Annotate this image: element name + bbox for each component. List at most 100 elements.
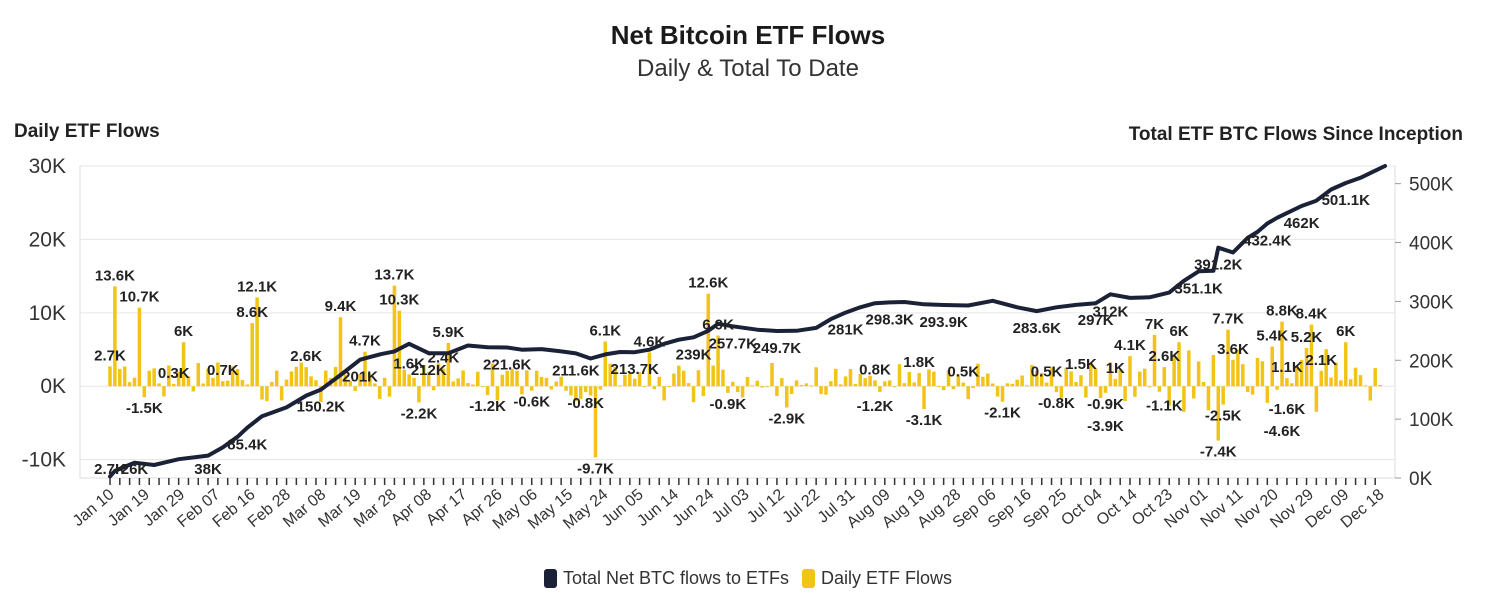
daily-flow-bar [574,386,578,402]
daily-flow-bar [1059,386,1064,398]
daily-flow-bar [780,378,784,387]
daily-value-label: -0.6K [513,394,550,411]
daily-flow-bar [1015,379,1019,387]
daily-flow-bar [1290,383,1294,387]
daily-flow-bar [863,378,867,387]
daily-flow-bar [1196,361,1201,387]
daily-flow-bar [451,381,456,387]
daily-value-label: 3.6K [1217,341,1249,358]
daily-flow-bar [319,386,323,402]
daily-flow-bar [1035,370,1039,387]
y-left-tick-label: 10K [29,302,66,325]
daily-value-label: 1.6K [393,355,425,372]
daily-flow-bar [495,386,500,401]
daily-value-label: 2.4K [428,350,460,367]
daily-value-label: 2.6K [1148,348,1180,365]
daily-flow-bar [632,378,637,387]
daily-flow-bar [735,386,740,393]
daily-flow-bar [1123,386,1127,401]
daily-flow-bar [1231,359,1235,387]
daily-flow-bar [1064,367,1069,387]
daily-value-label: -0.8K [567,395,604,412]
daily-flow-bar [887,380,892,387]
daily-flow-bar [529,386,534,391]
daily-value-label: -4.6K [1264,423,1301,440]
daily-value-label: 13.6K [95,267,135,284]
daily-value-label: 0.8K [859,361,891,378]
plot-frame [79,165,1396,479]
daily-value-label: -3.9K [1087,418,1124,435]
total-value-label: 85.4K [227,437,267,454]
daily-flow-bar [603,341,608,387]
daily-value-label: 4.7K [349,333,381,350]
daily-flow-bar [221,381,225,387]
daily-flow-bar [623,374,627,387]
daily-flow-bar [878,386,882,392]
daily-flow-bar [775,386,779,396]
daily-flow-bar [853,383,858,387]
total-value-label: 297K [1078,312,1114,329]
total-value-label: 283.6K [1013,320,1062,337]
chart-title: Net Bitcoin ETF Flows [610,20,886,50]
daily-flow-bar [353,386,357,392]
daily-value-label: 5.4K [1256,328,1288,345]
daily-flow-bar [118,368,122,387]
daily-value-label: 10.7K [119,289,159,306]
daily-flow-bar [1309,324,1314,387]
daily-flow-bar [814,367,818,387]
daily-flow-bar [770,362,774,387]
daily-value-label: -7.4K [1200,444,1237,461]
legend-item-daily[interactable]: Daily ETF Flows [802,568,952,589]
daily-flow-bar [476,371,480,387]
daily-flow-bar [794,380,799,387]
y-left-tick-label: 20K [29,228,66,251]
daily-value-label: 6.9K [702,317,734,334]
daily-flow-bar [250,323,254,387]
daily-flow-bar [922,386,926,409]
daily-flow-bar [1314,386,1319,412]
right-axis-title: Total ETF BTC Flows Since Inception [1128,124,1463,145]
daily-flow-bar [1299,359,1304,387]
daily-flow-bar [1118,370,1122,387]
daily-value-label: 2.7K [94,347,126,364]
daily-flow-bar [108,366,112,387]
daily-flow-bar [858,373,863,387]
daily-flow-bar [750,385,755,387]
daily-flow-bar [142,386,147,398]
daily-flow-bar [1368,386,1373,401]
left-axis-title: Daily ETF Flows [14,121,160,142]
daily-flow-bar [652,386,657,390]
daily-flow-bar [1348,379,1353,387]
daily-flow-bar [373,383,377,387]
daily-flow-bar [201,383,205,387]
daily-flow-bar [284,379,289,387]
daily-flow-bar [1265,386,1270,403]
daily-value-label: 6K [174,323,193,340]
legend-item-total[interactable]: Total Net BTC flows to ETFs [543,568,789,589]
daily-flow-bar [392,285,397,387]
daily-flow-bar [211,377,215,387]
daily-flow-bar [235,369,240,387]
daily-flow-bar [515,370,519,387]
daily-flow-bar [255,297,259,387]
daily-value-label: -0.9K [710,396,747,413]
total-value-label: 501.1K [1322,192,1371,209]
daily-flow-bar [309,376,313,387]
daily-value-label: -2.2K [401,405,438,422]
daily-flow-bar [1221,386,1225,405]
daily-flow-bar [731,381,735,387]
daily-flow-bar [1142,368,1147,387]
daily-value-label: -2.9K [768,411,805,428]
y-right-tick-label: 100K [1409,410,1454,431]
x-tick-label: Jun 24 [670,486,718,530]
daily-flow-bar [441,368,446,387]
daily-flow-bar [701,386,706,397]
daily-flow-bar [642,386,647,388]
total-value-label: 150.2K [297,399,346,416]
total-value-label: 221.6K [483,357,532,374]
daily-value-label: -2.1K [984,405,1021,422]
daily-flow-bar [113,286,117,387]
daily-flow-bar [534,370,539,387]
daily-flow-bar [265,386,269,402]
daily-flow-bar [912,382,916,387]
